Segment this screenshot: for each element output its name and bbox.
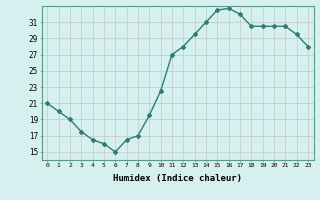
X-axis label: Humidex (Indice chaleur): Humidex (Indice chaleur) [113, 174, 242, 183]
